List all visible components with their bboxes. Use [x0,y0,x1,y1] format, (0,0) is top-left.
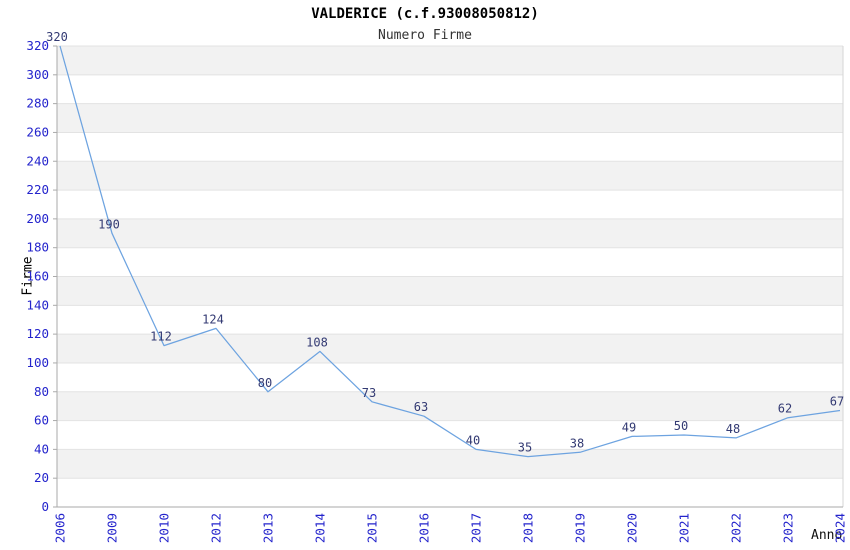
x-tick-label: 2013 [261,513,276,543]
x-tick-label: 2024 [833,513,848,543]
data-point-label: 320 [46,30,68,44]
chart-subtitle: Numero Firme [378,28,472,43]
y-tick-label: 120 [26,326,49,341]
y-tick-label: 300 [26,67,49,82]
data-point-label: 40 [466,433,480,447]
x-tick-label: 2021 [677,513,692,543]
x-tick-label: 2014 [313,513,328,543]
data-point-label: 124 [202,312,224,326]
y-tick-label: 260 [26,124,49,139]
grid-band [57,161,843,191]
x-tick-label: 2019 [573,513,588,543]
x-tick-label: 2010 [157,513,172,543]
y-tick-label: 100 [26,355,49,370]
data-point-label: 112 [150,330,172,344]
x-tick-label: 2022 [729,513,744,543]
x-tick-label: 2018 [521,513,536,543]
data-point-label: 49 [622,420,636,434]
grid-band [57,276,843,306]
y-tick-label: 20 [34,470,49,485]
x-tick-label: 2009 [105,513,120,543]
x-tick-label: 2015 [365,513,380,543]
y-tick-label: 220 [26,182,49,197]
y-tick-label: 140 [26,297,49,312]
y-tick-label: 240 [26,153,49,168]
data-point-label: 67 [830,394,844,408]
data-point-label: 35 [518,441,532,455]
data-point-label: 73 [362,386,376,400]
data-point-label: 108 [306,335,328,349]
grid-band [57,46,843,75]
data-point-label: 190 [98,217,120,231]
x-tick-label: 2017 [469,513,484,543]
y-tick-label: 320 [26,38,49,53]
data-point-label: 50 [674,419,688,433]
chart-title: VALDERICE (c.f.93008050812) [311,6,539,22]
y-tick-label: 40 [34,441,49,456]
x-tick-label: 2012 [209,513,224,543]
x-tick-label: 2020 [625,513,640,543]
y-tick-label: 180 [26,240,49,255]
data-point-label: 48 [726,422,740,436]
grid-band [57,103,843,133]
data-point-label: 62 [778,402,792,416]
y-tick-label: 160 [26,269,49,284]
y-tick-label: 280 [26,96,49,111]
x-tick-label: 2023 [781,513,796,543]
y-tick-label: 200 [26,211,49,226]
data-point-label: 80 [258,376,272,390]
grid-band [57,449,843,479]
data-point-label: 38 [570,436,584,450]
x-axis-title: Anno [811,528,843,543]
y-tick-label: 60 [34,413,49,428]
y-tick-label: 80 [34,384,49,399]
grid-band [57,218,843,248]
data-line [59,45,841,458]
grid-band [57,334,843,363]
y-tick-label: 0 [41,499,49,514]
grid-band [57,391,843,421]
x-tick-label: 2006 [53,513,68,543]
data-point-label: 63 [414,400,428,414]
x-tick-label: 2016 [417,513,432,543]
